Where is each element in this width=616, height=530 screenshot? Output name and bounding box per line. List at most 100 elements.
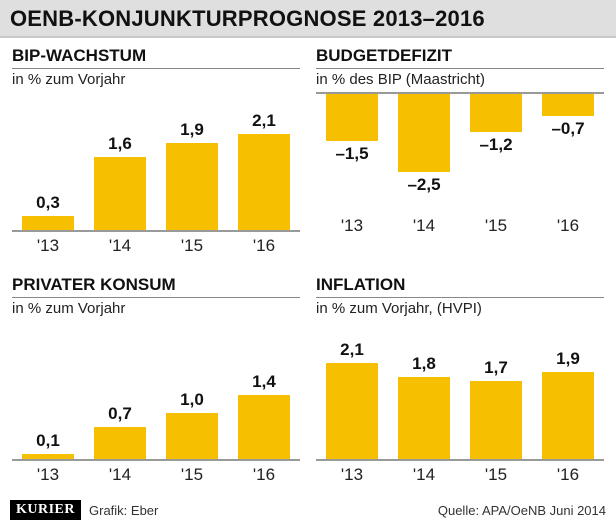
bar-group: 1,9 (532, 349, 604, 459)
bar (398, 377, 450, 459)
bar-value-label: 1,8 (412, 354, 436, 374)
x-label: '13 (12, 465, 84, 485)
panel-title: INFLATION (316, 275, 604, 295)
bar-value-label: 2,1 (252, 111, 276, 131)
bar-value-label: –1,2 (479, 135, 512, 155)
panel-bip-wachstum: BIP-WACHSTUM in % zum Vorjahr 0,3 1,6 1,9 2,1… (6, 42, 306, 267)
x-label: '14 (84, 236, 156, 256)
bar-group: –2,5 (388, 94, 460, 195)
panel-title: PRIVATER KONSUM (12, 275, 300, 295)
x-label: '16 (532, 465, 604, 485)
bar-group: 1,8 (388, 354, 460, 459)
x-label: '15 (156, 236, 228, 256)
x-label: '13 (316, 216, 388, 236)
panel-subtitle: in % des BIP (Maastricht) (316, 71, 604, 88)
x-label: '15 (460, 465, 532, 485)
bar-value-label: 0,3 (36, 193, 60, 213)
bar (238, 134, 290, 230)
panel-inflation: INFLATION in % zum Vorjahr, (HVPI) 2,1 1,8 1… (310, 271, 610, 496)
bar (238, 395, 290, 459)
bar-value-label: 1,4 (252, 372, 276, 392)
bar-group: –1,5 (316, 94, 388, 164)
bar-group: 1,7 (460, 358, 532, 459)
bar-value-label: 1,0 (180, 390, 204, 410)
chart: 2,1 1,8 1,7 1,9 '13'14'15'16 (316, 321, 604, 485)
brand-badge: KURIER (10, 500, 81, 520)
bar-group: 1,0 (156, 390, 228, 459)
bar-value-label: 0,1 (36, 431, 60, 451)
x-label: '13 (316, 465, 388, 485)
bars-row: –1,5 –2,5 –1,2 –0,7 (316, 92, 604, 212)
footer-left: KURIER Grafik: Eber (10, 500, 158, 520)
bar-value-label: –2,5 (407, 175, 440, 195)
bar-group: –1,2 (460, 94, 532, 155)
bar (22, 454, 74, 459)
x-label: '15 (156, 465, 228, 485)
bar-group: 0,3 (12, 193, 84, 230)
chart-grid: BIP-WACHSTUMin % zum Vorjahr0,31,61,92,1… (0, 38, 616, 496)
x-label: '14 (388, 465, 460, 485)
bars-row: 0,3 1,6 1,9 2,1 (12, 92, 300, 232)
bar (166, 143, 218, 230)
bar-value-label: 0,7 (108, 404, 132, 424)
x-label: '13 (12, 236, 84, 256)
bar (542, 94, 594, 116)
bar (94, 427, 146, 459)
chart: 0,1 0,7 1,0 1,4 '13'14'15'16 (12, 321, 300, 485)
title-bar: OENB-KONJUNKTURPROGNOSE 2013–2016 (0, 0, 616, 38)
main-title: OENB-KONJUNKTURPROGNOSE 2013–2016 (10, 6, 606, 32)
bar-group: 1,6 (84, 134, 156, 230)
x-label: '16 (228, 465, 300, 485)
bar (326, 94, 378, 141)
chart: 0,3 1,6 1,9 2,1 '13'14'15'16 (12, 92, 300, 256)
bar (166, 413, 218, 459)
panel-head: BIP-WACHSTUM (12, 46, 300, 69)
panel-title: BUDGETDEFIZIT (316, 46, 604, 66)
bar (470, 381, 522, 459)
panel-head: BUDGETDEFIZIT (316, 46, 604, 69)
bar-group: –0,7 (532, 94, 604, 139)
bar (22, 216, 74, 230)
x-label: '16 (228, 236, 300, 256)
bar (94, 157, 146, 230)
bar-group: 1,4 (228, 372, 300, 459)
bar-group: 1,9 (156, 120, 228, 230)
source-credit: Quelle: APA/OeNB Juni 2014 (438, 503, 606, 518)
bar-value-label: 1,9 (180, 120, 204, 140)
x-label: '14 (388, 216, 460, 236)
panel-subtitle: in % zum Vorjahr (12, 71, 300, 88)
bar-group: 2,1 (228, 111, 300, 230)
panel-head: INFLATION (316, 275, 604, 298)
panel-privater-konsum: PRIVATER KONSUM in % zum Vorjahr 0,1 0,7 1,0… (6, 271, 306, 496)
x-label: '15 (460, 216, 532, 236)
page: OENB-KONJUNKTURPROGNOSE 2013–2016 BIP-WA… (0, 0, 616, 530)
bars-row: 0,1 0,7 1,0 1,4 (12, 321, 300, 461)
bar-group: 0,7 (84, 404, 156, 459)
x-label: '16 (532, 216, 604, 236)
panel-budgetdefizit: BUDGETDEFIZIT in % des BIP (Maastricht) –1… (310, 42, 610, 267)
panel-head: PRIVATER KONSUM (12, 275, 300, 298)
bar-value-label: 2,1 (340, 340, 364, 360)
bar-value-label: –0,7 (551, 119, 584, 139)
chart: –1,5 –2,5 –1,2 –0,7 '13'14'15'16 (316, 92, 604, 236)
x-axis: '13'14'15'16 (316, 465, 604, 485)
x-label: '14 (84, 465, 156, 485)
bar (326, 363, 378, 459)
bar-value-label: 1,7 (484, 358, 508, 378)
bar-group: 0,1 (12, 431, 84, 459)
x-axis: '13'14'15'16 (12, 236, 300, 256)
graphic-credit: Grafik: Eber (89, 503, 158, 518)
x-axis: '13'14'15'16 (12, 465, 300, 485)
bar-group: 2,1 (316, 340, 388, 459)
panel-title: BIP-WACHSTUM (12, 46, 300, 66)
panel-subtitle: in % zum Vorjahr, (HVPI) (316, 300, 604, 317)
panel-subtitle: in % zum Vorjahr (12, 300, 300, 317)
bar (398, 94, 450, 172)
bars-row: 2,1 1,8 1,7 1,9 (316, 321, 604, 461)
bar (542, 372, 594, 459)
bar (470, 94, 522, 132)
footer: KURIER Grafik: Eber Quelle: APA/OeNB Jun… (0, 496, 616, 526)
bar-value-label: 1,6 (108, 134, 132, 154)
bar-value-label: 1,9 (556, 349, 580, 369)
x-axis: '13'14'15'16 (316, 216, 604, 236)
